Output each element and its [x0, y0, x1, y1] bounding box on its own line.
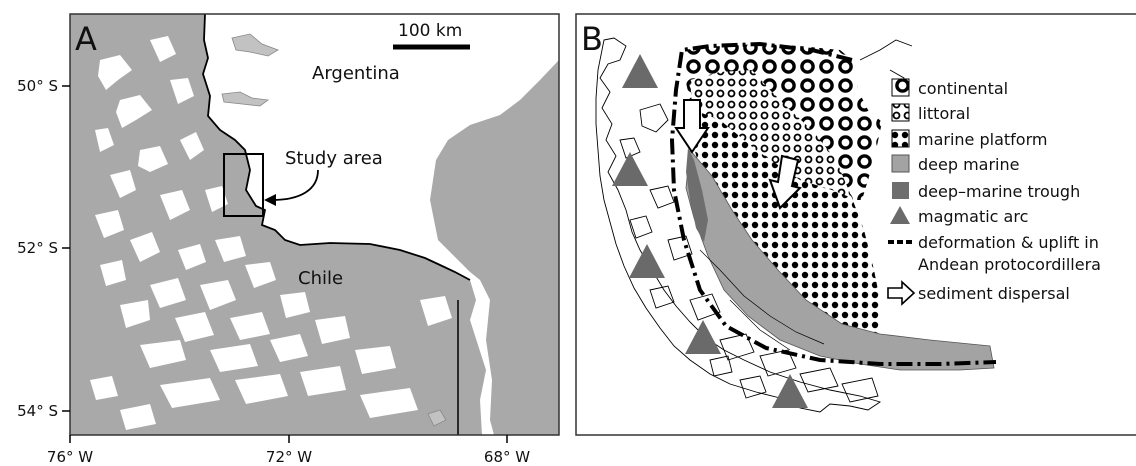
international-border: [202, 14, 471, 281]
zone-marine-platform: [692, 110, 880, 360]
zone-deep-marine: [685, 149, 995, 371]
panel-b-frame: [575, 13, 1136, 436]
deformation-uplift-line: [669, 41, 997, 366]
magmatic-arc-triangle: [629, 244, 665, 278]
zone-littoral: [690, 70, 852, 200]
small-lake: [427, 409, 447, 427]
internal-coast: [699, 249, 825, 351]
legend-swatch-littoral: [891, 103, 910, 122]
lake-viedma: [221, 91, 270, 107]
lat-label: 52° S: [17, 239, 58, 257]
lat-label: 50° S: [17, 77, 58, 95]
magmatic-arc-triangles: [612, 54, 808, 408]
country-label-chile: Chile: [298, 268, 343, 289]
legend-label: deep marine: [918, 155, 1019, 174]
magmatic-arc-triangle: [622, 54, 658, 88]
study-area-label: Study area: [285, 148, 383, 169]
legend-label: sediment dispersal: [918, 284, 1070, 303]
atlantic-landmass: [430, 60, 559, 435]
legend: continental littoral marine platform dee…: [887, 78, 1101, 306]
legend-label: continental: [918, 79, 1008, 98]
country-label-argentina: Argentina: [312, 63, 400, 84]
legend-swatch-sediment-arrow: [887, 280, 916, 306]
scale-bar-label: 100 km: [398, 21, 462, 41]
legend-label: deep–marine trough: [918, 182, 1080, 201]
study-area-box: [223, 153, 264, 217]
legend-label: littoral: [918, 104, 970, 123]
legend-label: deformation & uplift in: [918, 233, 1099, 252]
panel-b-map: [576, 14, 1136, 435]
legend-swatch-marine-platform: [891, 129, 910, 148]
lake-argentino: [231, 33, 279, 57]
magmatic-arc-triangle: [612, 152, 648, 186]
panel-a-map: [70, 14, 559, 435]
legend-swatch-magmatic-arc: [890, 206, 910, 224]
legend-swatch-deep-marine: [891, 154, 910, 173]
longitude-axis: 76° W 72° W 68° W: [47, 435, 530, 466]
lon-label: 72° W: [266, 448, 312, 466]
sediment-arrow: [768, 154, 802, 210]
magmatic-arc-triangle: [772, 374, 808, 408]
lat-label: 54° S: [17, 402, 58, 420]
legend-label: marine platform: [918, 130, 1047, 149]
legend-label: Andean protocordillera: [918, 255, 1101, 274]
panel-a-label: A: [75, 20, 97, 58]
chile-landmass: [70, 14, 486, 435]
study-area-arrow: [271, 169, 319, 201]
panel-b-label: B: [581, 20, 603, 58]
panel-a-frame: [69, 13, 560, 436]
coastline-outlines: [595, 37, 913, 413]
lon-label: 76° W: [47, 448, 93, 466]
fjord-channels: [90, 36, 452, 430]
legend-swatch-trough: [892, 182, 909, 199]
sediment-arrow: [674, 99, 710, 154]
lon-label: 68° W: [484, 448, 530, 466]
latitude-axis: 50° S 52° S 54° S: [17, 77, 70, 420]
legend-label: magmatic arc: [918, 207, 1028, 226]
legend-swatch-continental: [891, 78, 910, 97]
magmatic-arc-triangle: [685, 320, 721, 354]
study-area-arrowhead: [264, 194, 276, 206]
zone-deep-marine-trough: [686, 148, 708, 242]
